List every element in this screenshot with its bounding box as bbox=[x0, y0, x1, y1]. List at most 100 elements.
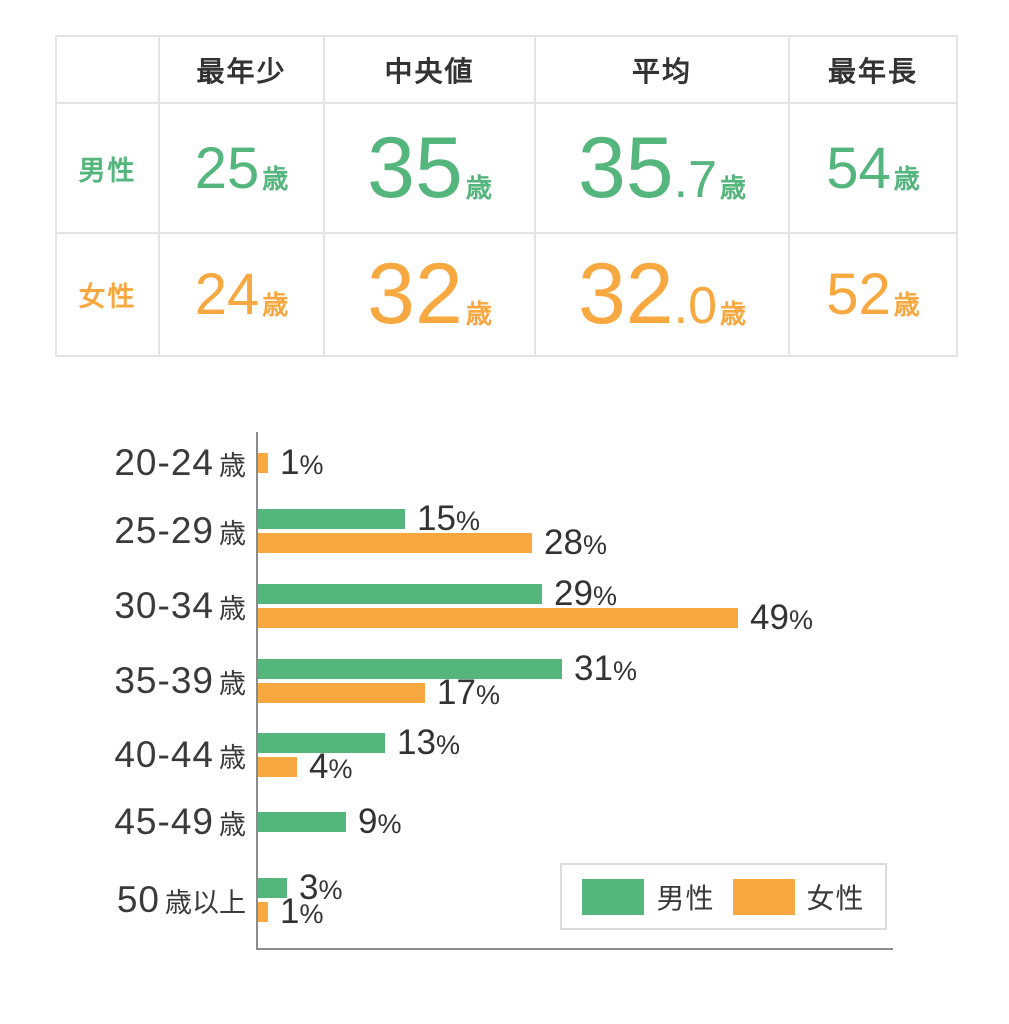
percent-sign: % bbox=[582, 530, 607, 560]
bar-value-label: 13% bbox=[397, 723, 460, 762]
bar-value-number: 49 bbox=[750, 598, 789, 637]
age-decimal: .7 bbox=[673, 150, 718, 209]
bar-male bbox=[258, 659, 562, 679]
table-value-cell: 32.0 歳 bbox=[536, 234, 790, 357]
bar-value-number: 31 bbox=[574, 649, 613, 688]
category-suffix: 歳 bbox=[219, 743, 246, 773]
category-suffix: 歳 bbox=[219, 810, 246, 840]
bar-female bbox=[258, 683, 425, 703]
age-value: 32 歳 bbox=[367, 245, 492, 344]
category-label: 45-49 歳 bbox=[0, 796, 246, 848]
bar-value-label: 3% bbox=[299, 870, 343, 907]
age-decimal: .0 bbox=[673, 277, 718, 335]
age-unit: 歳 bbox=[465, 299, 492, 329]
chart-legend: 男性 女性 bbox=[560, 863, 887, 930]
bar-value-label: 29% bbox=[554, 574, 617, 613]
category-label: 25-29 歳 bbox=[0, 505, 246, 557]
table-header-cell-0: 最年少 bbox=[160, 37, 325, 104]
category-label: 30-34 歳 bbox=[0, 580, 246, 632]
category-suffix: 歳 bbox=[219, 519, 246, 549]
table-value-cell: 35.7 歳 bbox=[536, 104, 790, 234]
age-unit: 歳 bbox=[262, 290, 289, 320]
bar-value-label: 15% bbox=[417, 499, 480, 538]
bar-value-number: 17 bbox=[437, 673, 476, 712]
category-label: 35-39 歳 bbox=[0, 655, 246, 707]
age-value: 52 歳 bbox=[826, 261, 920, 328]
bar-female bbox=[258, 902, 268, 922]
age-value: 25 歳 bbox=[195, 135, 289, 202]
percent-sign: % bbox=[612, 656, 637, 686]
legend-item-male: 男性 bbox=[582, 877, 714, 917]
table-header-cell-1: 中央値 bbox=[325, 37, 536, 104]
bar-female bbox=[258, 757, 297, 777]
category-label: 50 歳以上 bbox=[0, 874, 246, 926]
table-value-cell: 35 歳 bbox=[325, 104, 536, 234]
percent-sign: % bbox=[299, 899, 324, 929]
legend-swatch-male bbox=[582, 878, 645, 915]
legend-label-female: 女性 bbox=[806, 882, 865, 914]
percent-sign: % bbox=[455, 506, 480, 536]
age-number: 32 bbox=[367, 246, 463, 342]
bar-value-number: 13 bbox=[397, 723, 436, 762]
age-unit: 歳 bbox=[893, 163, 920, 194]
age-number: 24 bbox=[194, 262, 260, 327]
legend-label-male: 男性 bbox=[656, 882, 715, 914]
age-unit: 歳 bbox=[893, 290, 920, 320]
category-suffix: 歳 bbox=[219, 669, 246, 699]
bar-value-label: 17% bbox=[437, 673, 500, 712]
age-value: 35 歳 bbox=[367, 119, 492, 218]
table-value-cell: 52 歳 bbox=[790, 234, 958, 357]
table-value-cell: 32 歳 bbox=[325, 234, 536, 357]
stats-table: 最年少 中央値 平均 最年長 男性 25 歳 35 歳 35.7 歳 54 歳女性 24 歳 32 歳 32.0 歳… bbox=[55, 35, 958, 357]
category-range: 30-34 bbox=[114, 585, 214, 626]
percent-sign: % bbox=[435, 730, 460, 760]
bar-male bbox=[258, 812, 346, 832]
table-header-cell-3: 最年長 bbox=[790, 37, 958, 104]
legend-item-female: 女性 bbox=[732, 877, 865, 917]
category-range: 40-44 bbox=[114, 734, 214, 775]
age-unit: 歳 bbox=[262, 163, 289, 194]
age-unit: 歳 bbox=[720, 172, 747, 203]
category-range: 50 bbox=[116, 879, 160, 920]
percent-sign: % bbox=[318, 875, 343, 905]
x-axis-line bbox=[256, 948, 893, 950]
bar-value-label: 1% bbox=[280, 892, 324, 931]
age-value: 54 歳 bbox=[826, 135, 920, 202]
table-value-cell: 54 歳 bbox=[790, 104, 958, 234]
percent-sign: % bbox=[328, 754, 353, 784]
y-axis-line bbox=[256, 432, 258, 950]
bar-female bbox=[258, 608, 738, 628]
bar-value-number: 29 bbox=[554, 574, 593, 613]
percent-sign: % bbox=[788, 605, 813, 635]
category-label: 40-44 歳 bbox=[0, 729, 246, 781]
bar-female bbox=[258, 533, 532, 553]
bar-male bbox=[258, 584, 542, 604]
age-number: 32 bbox=[577, 246, 674, 342]
bar-value-number: 28 bbox=[544, 523, 583, 562]
category-label: 20-24 歳 bbox=[0, 437, 246, 489]
category-suffix: 歳 bbox=[219, 451, 246, 481]
bar-male bbox=[258, 733, 385, 753]
bar-male bbox=[258, 878, 287, 898]
bar-value-number: 9 bbox=[358, 802, 378, 841]
category-range: 35-39 bbox=[114, 660, 214, 701]
bar-value-number: 1 bbox=[280, 892, 300, 931]
age-distribution-chart: 20-24 歳 1% 25-29 歳 15% 28% 30-34 歳 29% 49% 35-39 歳 31… bbox=[0, 420, 1009, 1024]
category-suffix: 歳以上 bbox=[165, 888, 246, 918]
category-range: 25-29 bbox=[114, 510, 214, 551]
table-value-cell: 24 歳 bbox=[160, 234, 325, 357]
age-unit: 歳 bbox=[720, 299, 747, 329]
percent-sign: % bbox=[475, 680, 500, 710]
age-number: 35 bbox=[367, 119, 463, 216]
bar-value-number: 1 bbox=[280, 443, 300, 482]
percent-sign: % bbox=[592, 581, 617, 611]
bar-female bbox=[258, 453, 268, 473]
bar-male bbox=[258, 509, 405, 529]
bar-value-number: 15 bbox=[417, 499, 456, 538]
age-value: 32.0 歳 bbox=[578, 245, 746, 344]
age-value: 35.7 歳 bbox=[578, 119, 746, 218]
table-row-label-male: 男性 bbox=[57, 104, 160, 234]
bar-value-label: 9% bbox=[358, 802, 401, 841]
age-number: 54 bbox=[826, 135, 891, 201]
